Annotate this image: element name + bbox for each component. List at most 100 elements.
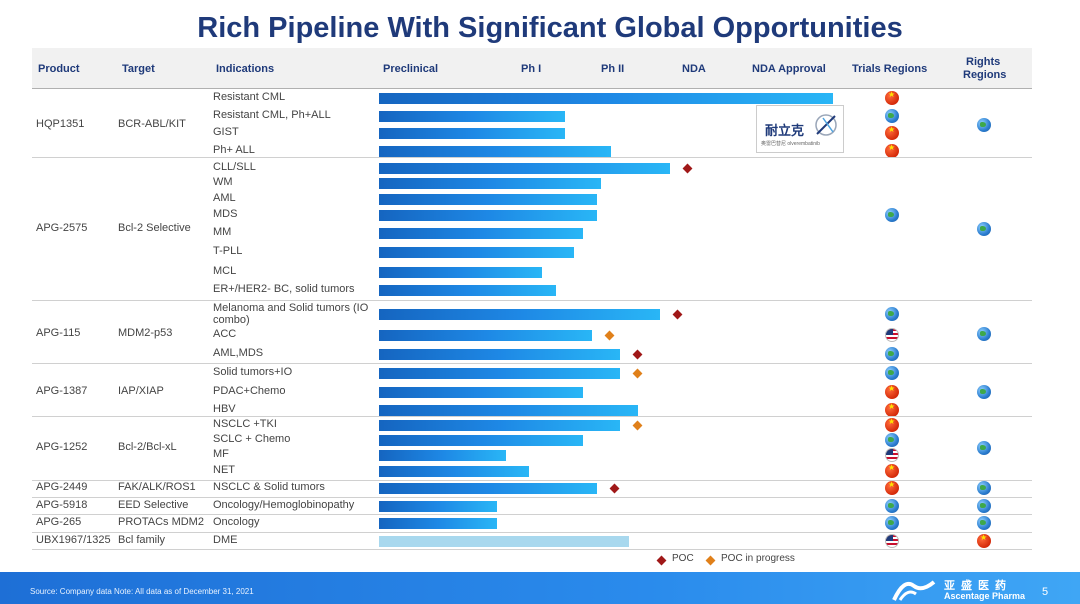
- pipeline-bar: [379, 501, 497, 512]
- us-flag-icon: [885, 448, 899, 462]
- china-flag-icon: [885, 384, 899, 399]
- product-name: APG-1252: [36, 441, 88, 453]
- header-nda: NDA: [682, 63, 706, 75]
- pipeline-bar: [379, 405, 638, 416]
- target-name: BCR-ABL/KIT: [118, 117, 186, 130]
- pipeline-bar: [379, 128, 565, 139]
- page-number: 5: [1042, 586, 1049, 598]
- pipeline-bar: [379, 309, 660, 320]
- pipeline-bar: [379, 518, 497, 529]
- product-name: APG-265: [36, 516, 82, 528]
- indication-label: Oncology: [213, 516, 260, 528]
- pipeline-bar: [379, 228, 583, 239]
- globe-icon: [977, 516, 991, 530]
- legend-poc-label: POC: [672, 553, 694, 564]
- indication-label: MDS: [213, 208, 238, 220]
- indication-label: MF: [213, 448, 229, 460]
- indication-label: NSCLC & Solid tumors: [213, 481, 325, 493]
- globe-icon: [977, 327, 991, 341]
- target-name: MDM2-p53: [118, 327, 173, 339]
- row-separator: [32, 363, 1032, 364]
- indication-label: Resistant CML: [213, 91, 286, 103]
- globe-icon: [885, 499, 899, 513]
- indication-label: WM: [213, 176, 233, 188]
- header-target: Target: [122, 63, 155, 75]
- pipeline-bar: [379, 146, 611, 157]
- logo-text-cn: 耐立克: [765, 124, 805, 139]
- globe-icon: [885, 208, 899, 222]
- indication-label: Ph+ ALL: [213, 144, 255, 156]
- globe-icon: [977, 117, 991, 132]
- ascentage-logo-icon: [892, 580, 936, 601]
- indication-label: NSCLC +TKI: [213, 418, 277, 430]
- pipeline-bar: [379, 466, 529, 477]
- product-name: APG-2449: [36, 481, 88, 493]
- globe-icon: [977, 441, 991, 455]
- target-name: EED Selective: [118, 499, 189, 511]
- target-name: PROTACs MDM2: [118, 516, 204, 528]
- indication-label: Melanoma and Solid tumors (IO combo): [213, 302, 369, 326]
- target-name: Bcl-2 Selective: [118, 222, 191, 234]
- row-separator: [32, 497, 1032, 498]
- pipeline-bar: [379, 387, 583, 398]
- target-name: Bcl family: [118, 534, 166, 546]
- indication-label: SCLC + Chemo: [213, 433, 291, 445]
- header-ph2: Ph II: [601, 63, 625, 75]
- china-flag-icon: [885, 125, 899, 140]
- row-separator: [32, 480, 1032, 481]
- pipeline-bar: [379, 247, 574, 258]
- logo-mark-icon: [815, 114, 837, 136]
- header-rights-regions-1: Rights: [966, 56, 1001, 68]
- indication-label: CLL/SLL: [213, 161, 256, 173]
- indication-label: DME: [213, 534, 238, 546]
- china-flag-icon: [885, 417, 899, 432]
- header-separator: [32, 88, 1032, 89]
- target-name: Bcl-2/Bcl-xL: [118, 441, 177, 453]
- globe-icon: [977, 499, 991, 513]
- product-name: UBX1967/1325: [36, 534, 111, 546]
- poc-marker: [609, 483, 620, 494]
- indication-label: NET: [213, 464, 235, 476]
- pipeline-bar: [379, 93, 833, 104]
- indication-label: HBV: [213, 403, 236, 415]
- pipeline-bar: [379, 435, 583, 446]
- row-separator: [32, 514, 1032, 515]
- china-flag-icon: [885, 463, 899, 478]
- pipeline-bar: [379, 450, 506, 461]
- row-separator: [32, 416, 1032, 417]
- poc-marker: [632, 349, 643, 360]
- globe-icon: [977, 481, 991, 495]
- pipeline-bar: [379, 210, 597, 221]
- poc-progress-marker: [632, 420, 643, 431]
- target-name: IAP/XIAP: [118, 384, 164, 397]
- globe-icon: [885, 109, 899, 123]
- indication-label: GIST: [213, 126, 239, 138]
- pipeline-bar: [379, 178, 601, 189]
- footer-band: Source: Company data Note: All data as o…: [0, 572, 1080, 604]
- globe-icon: [885, 516, 899, 530]
- pipeline-bar: [379, 349, 620, 360]
- poc-marker: [682, 163, 693, 174]
- poc-progress-marker: [632, 368, 643, 379]
- indication-label: ACC: [213, 328, 237, 340]
- header-trials-regions: Trials Regions: [852, 63, 928, 75]
- indication-label: AML,MDS: [213, 347, 264, 359]
- us-flag-icon: [885, 534, 899, 548]
- target-name: FAK/ALK/ROS1: [118, 481, 196, 493]
- indication-label: MCL: [213, 265, 237, 277]
- globe-icon: [885, 366, 899, 380]
- globe-icon: [977, 384, 991, 399]
- indication-label: T-PLL: [213, 245, 243, 257]
- pipeline-bar: [379, 111, 565, 122]
- globe-icon: [885, 307, 899, 321]
- slide-title: Rich Pipeline With Significant Global Op…: [197, 12, 903, 44]
- indication-label: AML: [213, 192, 236, 204]
- pipeline-bar: [379, 420, 620, 431]
- footer-source: Source: Company data Note: All data as o…: [30, 587, 254, 596]
- header-preclinical: Preclinical: [383, 63, 439, 75]
- product-name: APG-115: [36, 327, 81, 339]
- indication-label: PDAC+Chemo: [213, 385, 286, 397]
- pipeline-bar: [379, 368, 620, 379]
